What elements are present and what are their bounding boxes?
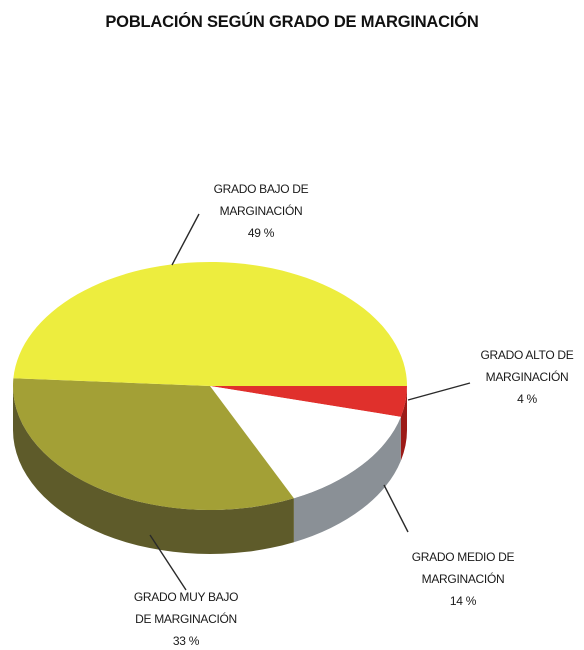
slice-label-1-line-0: GRADO MEDIO DE xyxy=(412,550,515,564)
leader-line-2 xyxy=(149,534,187,591)
pie-side-1 xyxy=(293,416,401,543)
slice-label-2-line-0: GRADO MUY BAJO xyxy=(134,590,238,604)
slice-label-0-line-0: GRADO ALTO DE xyxy=(480,348,573,362)
slice-label-0-line-2: 4 % xyxy=(517,392,537,406)
pie-side-2 xyxy=(13,386,294,554)
slice-label-0-line-1: MARGINACIÓN xyxy=(486,369,569,384)
slice-label-3-line-0: GRADO BAJO DE xyxy=(214,182,309,196)
chart-title: POBLACIÓN SEGÚN GRADO DE MARGINACIÓN xyxy=(105,12,478,31)
pie-slice-0 xyxy=(210,386,407,417)
leader-line-0 xyxy=(407,382,471,401)
slice-label-2-line-2: 33 % xyxy=(173,634,200,648)
pie-side-group xyxy=(13,386,407,554)
slice-label-1-line-2: 14 % xyxy=(450,594,477,608)
pie-slice-1 xyxy=(210,386,401,499)
slice-label-3-line-1: MARGINACIÓN xyxy=(220,203,303,218)
slice-labels-group: GRADO ALTO DE MARGINACIÓN 4 % GRADO MEDIO D… xyxy=(134,182,574,648)
slice-label-2-line-1: DE MARGINACIÓN xyxy=(135,611,237,626)
pie-side-0 xyxy=(400,386,407,461)
leader-line-1 xyxy=(383,484,409,533)
pie-slice-3 xyxy=(13,262,408,386)
slice-label-1-line-1: MARGINACIÓN xyxy=(422,571,505,586)
leader-line-3 xyxy=(171,213,200,266)
slice-label-3-line-2: 49 % xyxy=(248,226,275,240)
leader-lines-group xyxy=(149,213,471,591)
pie-top-group xyxy=(13,262,408,510)
pie-slice-2 xyxy=(13,378,294,510)
